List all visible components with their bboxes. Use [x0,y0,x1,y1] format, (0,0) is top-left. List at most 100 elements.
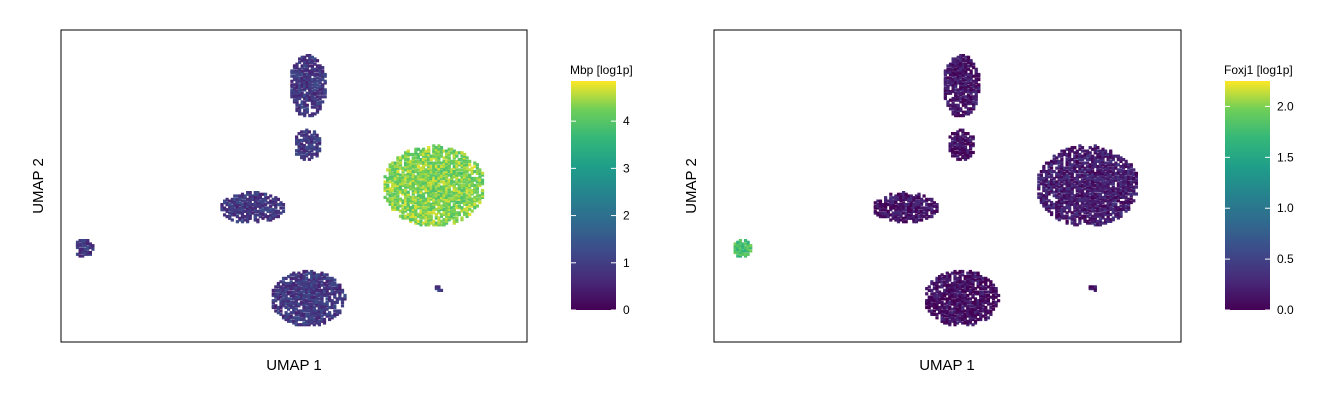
cell-point [424,163,428,167]
cell-point [1122,202,1126,206]
cell-point [1065,182,1069,186]
cell-point [295,98,299,102]
cell-point [917,203,921,207]
cell-point [946,100,950,104]
cell-point [1080,206,1085,210]
cell-point [961,142,965,146]
cell-point [1104,164,1108,169]
cell-point [1047,187,1051,191]
cell-point [429,164,433,169]
cell-point [907,213,911,217]
cell-point [1106,212,1110,217]
cell-point [878,201,883,205]
cell-point [299,309,304,313]
cell-point [300,83,304,87]
cell-point [310,314,314,318]
cell-point [416,152,420,157]
cell-point [889,203,893,207]
cell-point [294,275,298,279]
cell-point [463,202,467,206]
cell-point [989,295,993,299]
cell-point [989,287,993,291]
cell-point [966,107,971,111]
cell-point [950,317,954,322]
cell-point [1098,209,1102,213]
cell-point [979,275,983,279]
cell-point [256,197,260,201]
cell-point [1083,182,1087,186]
cell-point [419,176,423,181]
cell-point [1096,164,1100,169]
cell-point [294,312,298,316]
cell-point [269,194,273,198]
cell-point [230,211,234,215]
cell-point [1075,159,1079,163]
cell-point [473,197,477,201]
cell-point [302,321,306,325]
cell-point [963,142,968,146]
cell-point [386,187,390,191]
cell-point [414,218,418,222]
cell-point [307,316,311,320]
cell-point [961,314,965,318]
cell-point [943,81,947,85]
cell-point [1080,178,1085,182]
cell-point [409,159,413,163]
cell-point [899,197,903,201]
cell-point [948,311,952,315]
cell-point [984,307,988,311]
cell-point [478,180,482,184]
cell-point [307,130,311,134]
cell-point [1086,187,1090,191]
cell-point [1111,180,1115,184]
cell-point [925,199,929,203]
cell-point [429,207,433,211]
cell-point [473,190,477,194]
cell-point [256,220,260,224]
cell-point [1114,164,1118,169]
cell-point [315,79,320,83]
cell-point [398,187,403,191]
colorbar-tick-label: 0 [623,303,630,317]
cell-point [969,81,973,85]
cell-point [969,144,973,148]
cell-point [904,204,908,208]
cell-point [439,199,444,203]
cell-point [325,278,329,282]
cell-point [959,57,963,61]
cell-point [1116,168,1120,172]
cell-point [230,201,234,205]
cell-point [315,76,320,80]
cell-point [442,194,446,198]
cell-point [1106,171,1110,175]
cell-point [322,283,327,287]
cell-point [427,199,431,203]
cell-point [295,90,299,94]
cell-point [427,178,431,182]
cell-point [925,203,929,207]
cell-point [961,149,965,153]
cell-point [409,171,413,175]
cell-point [1124,163,1128,167]
cell-point [434,161,438,165]
cell-point [308,78,312,82]
cell-point [1127,202,1131,206]
cell-point [1101,214,1105,218]
cell-point [396,180,400,184]
cell-point [83,249,87,253]
cell-point [1065,192,1069,196]
cell-point [963,280,967,284]
cell-point [984,316,988,320]
cell-point [1086,168,1090,172]
cell-point [1083,176,1087,181]
cell-point [994,292,998,296]
cell-point [406,197,410,201]
cell-point [463,192,467,196]
cell-point [447,206,451,210]
colorbar-tick-label: 4 [623,114,630,128]
cell-point [460,183,464,187]
cell-point [935,293,939,298]
cell-point [1042,180,1046,184]
cell-point [292,100,297,104]
cell-point [935,290,939,294]
